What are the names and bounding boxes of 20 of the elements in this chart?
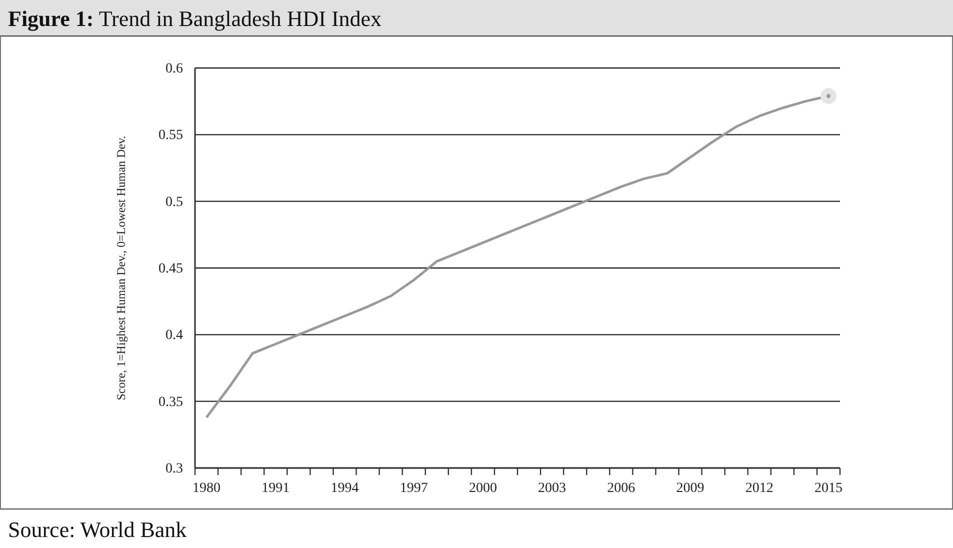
y-axis-title: Score, 1=Highest Human Dev., 0=Lowest Human Dev. [114,136,128,400]
x-tick-label: 1994 [330,480,359,496]
x-tick-label: 2003 [538,480,566,496]
y-tick-label: 0.6 [166,61,183,76]
x-tick-label: 1991 [262,480,290,496]
x-tick-label: 2006 [607,480,636,496]
y-tick-label: 0.45 [158,261,183,276]
y-tick-label: 0.3 [166,461,183,476]
x-tick-label: 1980 [192,480,221,496]
y-tick-label: 0.5 [166,194,183,210]
y-tick-label: 0.4 [166,328,183,344]
x-tick-label: 2012 [745,480,774,496]
x-tick-label: 2015 [814,480,842,496]
chart-title: Figure 1: Trend in Bangladesh HDI Index [8,6,382,31]
x-tick-label: 1997 [400,480,428,496]
x-tick-label: 2000 [468,480,497,496]
y-tick-label: 0.55 [158,128,183,144]
source-note: Source: World Bank [8,517,187,542]
y-tick-label: 0.35 [158,394,183,410]
x-tick-label: 2009 [676,480,704,496]
